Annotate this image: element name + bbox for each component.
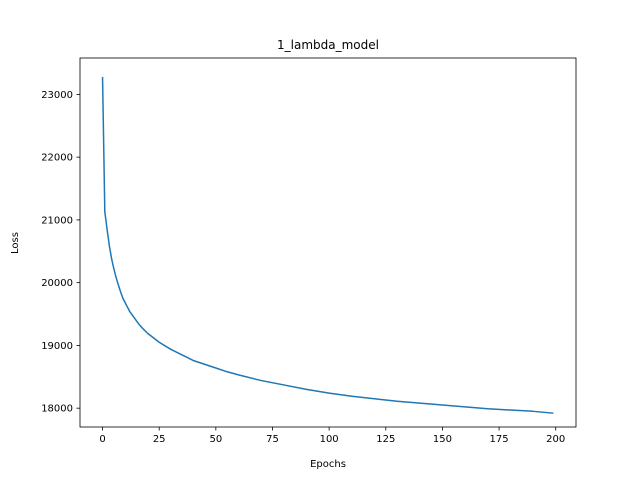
y-tick-label: 21000 bbox=[41, 215, 73, 226]
x-tick-label: 100 bbox=[320, 434, 339, 445]
y-tick-label: 23000 bbox=[41, 90, 73, 101]
x-axis-ticks: 0 25 50 75 100 125 150 175 200 bbox=[99, 427, 565, 445]
x-tick-label: 0 bbox=[99, 434, 105, 445]
y-axis-ticks: 18000 19000 20000 21000 22000 23000 bbox=[41, 90, 80, 415]
x-tick-label: 25 bbox=[153, 434, 166, 445]
x-tick-label: 75 bbox=[266, 434, 279, 445]
y-tick-label: 22000 bbox=[41, 153, 73, 164]
chart-title: 1_lambda_model bbox=[277, 38, 379, 52]
series-layer bbox=[101, 76, 554, 414]
y-tick-label: 20000 bbox=[41, 278, 73, 289]
x-tick-label: 150 bbox=[433, 434, 452, 445]
x-tick-label: 175 bbox=[490, 434, 509, 445]
plot-frame bbox=[79, 57, 577, 428]
y-tick-label: 18000 bbox=[41, 404, 73, 415]
x-tick-label: 125 bbox=[376, 434, 395, 445]
y-tick-label: 19000 bbox=[41, 341, 73, 352]
y-axis-label: Loss bbox=[10, 232, 21, 254]
loss-series-line bbox=[101, 76, 554, 414]
x-tick-label: 200 bbox=[546, 434, 565, 445]
x-axis-label: Epochs bbox=[310, 459, 346, 470]
x-tick-label: 50 bbox=[209, 434, 222, 445]
